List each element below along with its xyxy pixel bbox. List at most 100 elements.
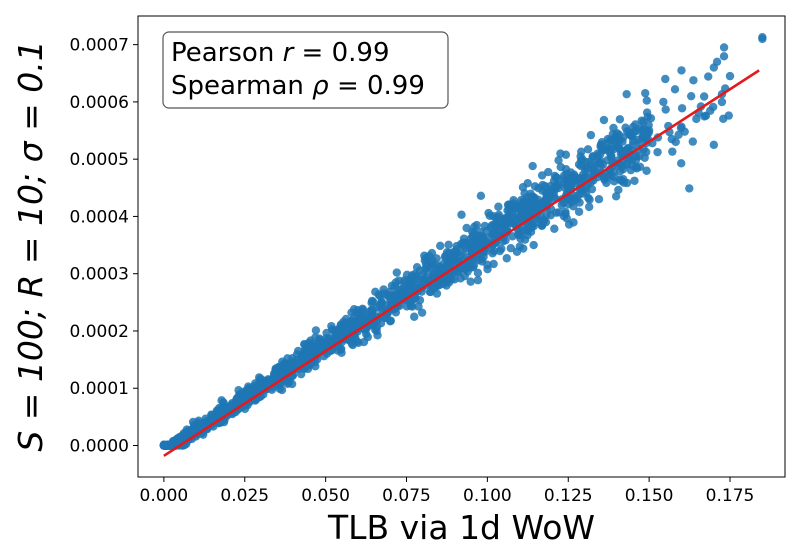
data-point [439,279,448,288]
data-point [641,88,650,98]
data-point [347,308,356,317]
data-point [635,138,644,147]
data-point [577,147,586,156]
data-point [322,328,331,338]
data-point [587,184,597,194]
data-point [476,227,485,237]
data-point [255,377,264,386]
data-point [421,259,431,268]
data-point [476,191,486,201]
data-point [614,130,624,139]
data-point [599,115,609,125]
data-point [376,319,386,328]
y-tick-label: 0.0001 [70,379,129,399]
data-point [719,114,728,124]
data-point [537,200,547,209]
data-point [570,193,579,203]
data-point [661,74,670,84]
data-point [606,136,615,145]
x-tick-label: 0.175 [706,486,755,506]
data-point [377,298,386,307]
data-point [699,92,709,101]
data-point [611,192,621,201]
data-point [469,238,478,247]
data-point [311,326,321,335]
data-point [436,241,445,251]
data-point [615,115,625,124]
y-tick-label: 0.0004 [70,207,129,227]
data-point [432,289,442,298]
spearman-annotation: Spearman ρ = 0.99 [171,71,425,101]
data-point [537,171,547,180]
data-point [704,72,713,81]
data-point [659,97,668,107]
data-point [583,145,593,154]
data-point [379,285,388,294]
data-point [719,52,729,61]
data-point [427,248,437,258]
data-point [493,212,503,222]
data-point [689,76,698,85]
data-point [462,223,471,233]
x-tick-label: 0.100 [463,486,512,506]
data-point [472,220,481,230]
data-point [512,247,522,257]
data-point [630,176,639,185]
data-point [366,307,375,316]
data-point [717,97,727,107]
fit-layer [163,69,760,457]
data-point [653,147,662,157]
data-point [337,348,346,357]
data-point [406,298,415,308]
data-point [596,156,605,166]
x-tick-label: 0.150 [625,486,674,506]
data-point [354,338,363,347]
data-point [249,384,259,393]
x-ticks: 0.000 0.025 0.050 0.075 0.100 0.125 0.150 0.175 [140,477,755,506]
data-point [499,223,508,232]
data-point [562,214,572,223]
data-point [390,295,400,305]
data-point [631,152,641,161]
data-point [680,127,689,136]
data-point [332,328,341,338]
data-point [542,210,551,220]
data-point [456,251,466,260]
data-point [596,150,605,159]
y-ticks: 0.0000 0.0001 0.0002 0.0003 0.0004 0.0005 0.00… [70,36,138,457]
data-point [235,390,244,400]
data-point [538,220,547,229]
plot-frame [137,15,786,478]
data-point [561,150,571,159]
data-point [414,302,423,311]
data-point [509,199,518,208]
data-point [514,230,523,239]
data-point [217,396,226,405]
data-point [685,184,694,193]
data-point [282,366,291,375]
data-point [347,339,357,348]
data-point [457,210,466,219]
data-point [677,104,687,113]
data-point [614,185,623,195]
data-point [473,276,483,285]
data-point [412,263,422,272]
x-tick-label: 0.075 [382,486,431,506]
data-point [450,250,459,259]
x-axis-label: TLB via 1d WoW [327,508,595,547]
x-tick-label: 0.050 [301,486,350,506]
data-point [594,195,604,204]
data-point [640,153,649,162]
data-point [460,238,470,248]
data-point [576,161,586,171]
data-point [501,236,510,245]
data-point [589,164,598,173]
data-point [182,429,191,438]
data-point [400,282,409,292]
data-point [686,91,696,101]
data-point [358,304,367,314]
data-point [534,184,543,193]
stats-annotation-box: Pearson r = 0.99 Spearman ρ = 0.99 [162,31,449,109]
data-point [554,156,563,165]
